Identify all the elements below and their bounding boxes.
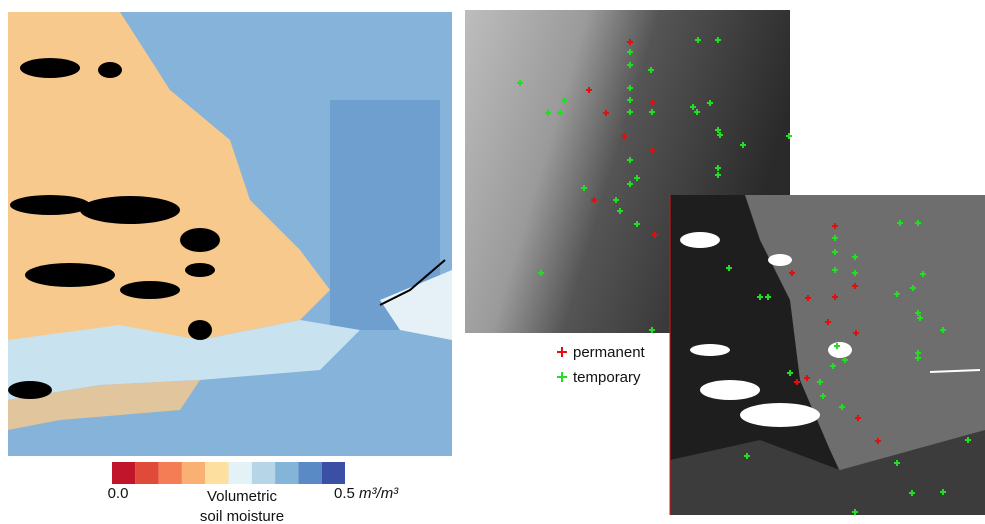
colorbar-max-value: 0.5 — [334, 485, 355, 502]
colorbar-min: 0.0 — [108, 485, 129, 502]
colorbar-swatch — [112, 462, 135, 484]
colorbar — [112, 462, 345, 484]
soil-moisture-map — [8, 12, 452, 456]
legend: permanent temporary — [557, 344, 646, 386]
colorbar-swatch — [159, 462, 182, 484]
colorbar-swatch — [252, 462, 275, 484]
colorbar-swatch — [275, 462, 298, 484]
colorbar-swatch — [298, 462, 321, 484]
legend-label: temporary — [573, 369, 641, 386]
colorbar-swatch — [135, 462, 158, 484]
colorbar-label: soil moisture — [200, 508, 284, 524]
classified-image — [670, 195, 985, 515]
colorbar-label: Volumetric — [207, 488, 278, 505]
figure: 0.0 Volumetric soil moisture 0.5 m³/m³ p… — [0, 0, 985, 524]
marker — [557, 372, 567, 382]
legend-label: permanent — [573, 344, 646, 361]
colorbar-swatch — [205, 462, 228, 484]
colorbar-max: 0.5 m³/m³ — [334, 485, 399, 502]
colorbar-swatch — [229, 462, 252, 484]
colorbar-swatch — [182, 462, 205, 484]
marker — [557, 347, 567, 357]
colorbar-swatch — [322, 462, 345, 484]
colorbar-unit: m³/m³ — [359, 485, 399, 502]
